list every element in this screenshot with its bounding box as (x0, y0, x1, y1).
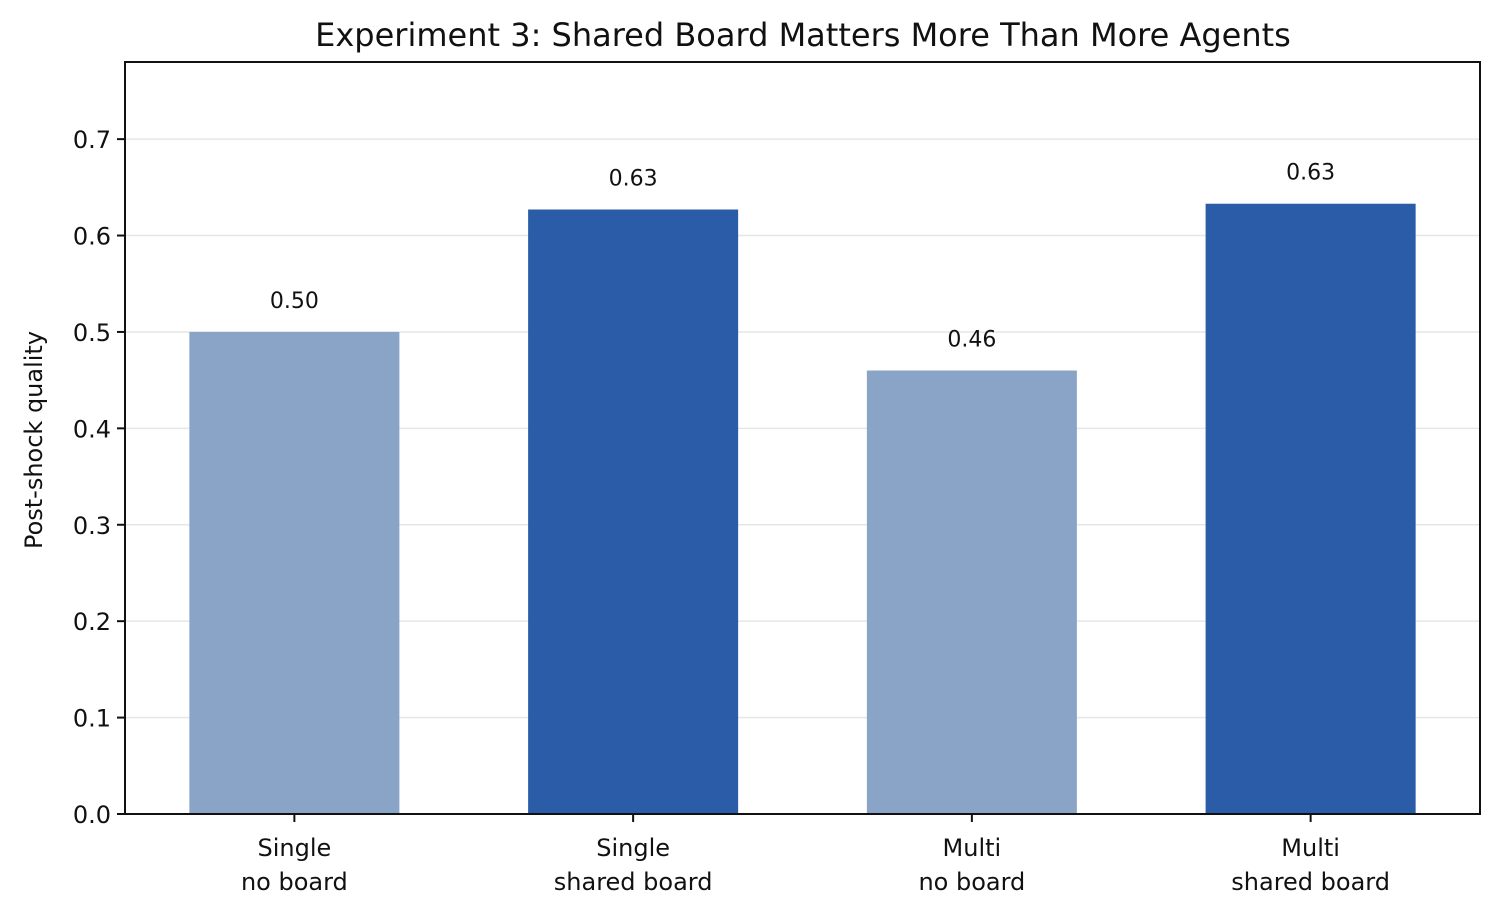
bar (1205, 203, 1416, 814)
y-tick-label: 0.1 (73, 705, 111, 733)
y-tick-label: 0.6 (73, 223, 111, 251)
bar (189, 331, 400, 814)
y-tick-label: 0.0 (73, 801, 111, 829)
plot-frame (124, 61, 1481, 815)
y-tick-label: 0.4 (73, 415, 111, 443)
y-tick-label: 0.3 (73, 512, 111, 540)
x-tick-label: Single shared board (554, 834, 713, 896)
y-tick-label: 0.2 (73, 608, 111, 636)
x-tick-label: Single no board (241, 834, 348, 896)
bar (528, 209, 739, 814)
chart-title: Experiment 3: Shared Board Matters More … (315, 16, 1291, 54)
data-labels: 0.50 0.63 0.46 0.63 (270, 161, 1335, 353)
bar-value-label: 0.46 (947, 328, 996, 353)
axis-ticks: 0.0 0.1 0.2 0.3 0.4 0.5 0.6 0.7 Single no board Si… (73, 126, 1390, 896)
bar-value-label: 0.63 (1286, 161, 1335, 186)
y-axis-label: Post-shock quality (20, 331, 48, 549)
bar-value-label: 0.63 (609, 167, 658, 192)
bars (189, 203, 1416, 814)
x-tick-label: Multi no board (918, 834, 1025, 896)
bar-value-label: 0.50 (270, 289, 319, 314)
bar (866, 370, 1077, 814)
y-tick-label: 0.5 (73, 319, 111, 347)
y-tick-label: 0.7 (73, 126, 111, 154)
x-tick-label: Multi shared board (1231, 834, 1390, 896)
